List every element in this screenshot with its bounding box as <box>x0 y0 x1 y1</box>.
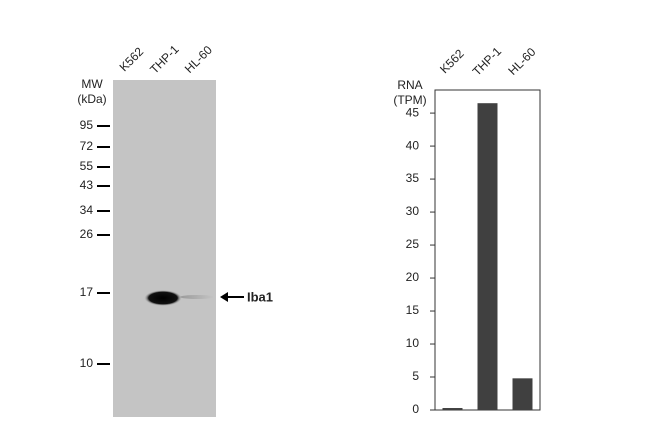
y-tick-label: 40 <box>406 138 420 152</box>
x-tick-label: THP-1 <box>470 44 505 79</box>
y-tick-label: 0 <box>412 402 419 416</box>
y-axis-unit: (TPM) <box>393 93 426 107</box>
y-tick-label: 20 <box>406 270 420 284</box>
x-tick-label: K562 <box>437 46 467 76</box>
y-tick-label: 45 <box>406 105 420 119</box>
lane-label: K562 <box>117 44 147 74</box>
x-tick-label: HL-60 <box>505 45 538 78</box>
marker-label: 26 <box>80 227 94 241</box>
marker-label: 55 <box>80 159 94 173</box>
marker-label: 43 <box>80 178 94 192</box>
bar <box>477 103 498 411</box>
bar <box>442 408 463 410</box>
y-tick-label: 35 <box>406 171 420 185</box>
lane-label: THP-1 <box>147 42 182 77</box>
bar <box>512 378 533 410</box>
y-tick-label: 5 <box>412 369 419 383</box>
band-label: Iba1 <box>247 289 273 304</box>
blot-membrane <box>113 80 216 417</box>
blot-band <box>144 290 182 306</box>
blot-band-faint <box>180 295 214 299</box>
y-tick-label: 30 <box>406 204 420 218</box>
mw-unit: (kDa) <box>77 92 106 106</box>
band-arrowhead <box>220 292 228 302</box>
y-axis-label: RNA <box>397 78 422 92</box>
marker-label: 72 <box>80 139 94 153</box>
marker-label: 17 <box>80 285 94 299</box>
marker-label: 95 <box>80 118 94 132</box>
y-tick-label: 25 <box>406 237 420 251</box>
lane-label: HL-60 <box>182 43 215 76</box>
marker-label: 10 <box>80 356 94 370</box>
y-tick-label: 15 <box>406 303 420 317</box>
y-tick-label: 10 <box>406 336 420 350</box>
mw-label: MW <box>81 77 103 91</box>
marker-label: 34 <box>80 203 94 217</box>
